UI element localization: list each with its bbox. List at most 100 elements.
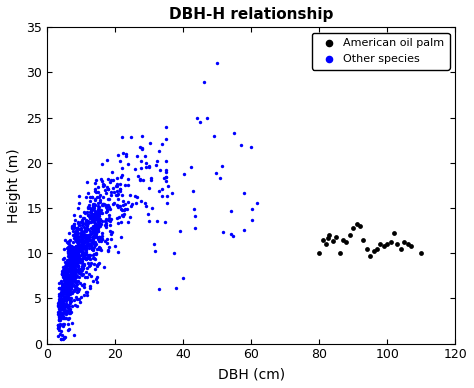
Point (70, 251, 77, 257)
Point (57, 328, 64, 334)
Point (110, 189, 118, 195)
Point (62, 281, 69, 287)
Point (66, 290, 74, 296)
Point (59, 300, 66, 307)
Point (66, 237, 74, 243)
Point (58, 296, 66, 302)
Point (94, 236, 102, 242)
Point (237, 142, 245, 148)
Point (104, 186, 111, 192)
Point (191, 213, 199, 219)
Point (102, 224, 110, 230)
Point (62, 262, 70, 268)
Point (89, 206, 97, 212)
Point (100, 182, 108, 189)
Point (62, 264, 70, 270)
Point (145, 218, 153, 224)
Point (69, 265, 76, 271)
Point (59, 336, 66, 342)
Point (116, 203, 124, 209)
Point (81, 239, 88, 245)
Point (73, 239, 81, 245)
Point (79, 215, 86, 221)
Point (79, 220, 86, 226)
Point (227, 208, 235, 214)
Point (88, 225, 95, 231)
Point (64, 239, 71, 245)
Point (107, 231, 115, 237)
Point (79, 234, 87, 240)
Point (61, 270, 68, 276)
Point (55, 291, 63, 297)
Point (57, 292, 65, 298)
Point (79, 243, 86, 249)
Point (62, 266, 70, 272)
Point (120, 207, 128, 213)
Point (59, 306, 67, 312)
Point (78, 271, 85, 277)
Point (78, 260, 85, 267)
Point (119, 150, 127, 156)
Point (58, 299, 66, 305)
Point (72, 278, 80, 284)
Point (137, 177, 144, 183)
Point (61, 282, 69, 288)
Point (74, 220, 82, 227)
Point (70, 275, 78, 282)
Point (59, 311, 66, 317)
Point (87, 225, 95, 231)
Point (66, 276, 74, 282)
Point (62, 291, 70, 298)
Point (73, 258, 81, 265)
Point (77, 230, 84, 236)
Point (147, 175, 155, 182)
Point (64, 267, 72, 274)
Point (74, 278, 82, 284)
Point (70, 296, 77, 303)
Point (86, 219, 94, 225)
Point (80, 241, 87, 248)
Point (82, 256, 90, 262)
Point (84, 204, 92, 210)
Point (76, 238, 83, 244)
Point (76, 280, 83, 286)
Point (91, 215, 98, 221)
Point (95, 234, 103, 240)
Point (151, 248, 159, 254)
Point (68, 272, 75, 278)
Point (64, 268, 72, 274)
Point (61, 282, 69, 288)
Point (61, 273, 68, 279)
Point (66, 278, 74, 284)
Point (62, 259, 69, 265)
Point (59, 296, 67, 303)
Point (64, 287, 72, 293)
Point (63, 268, 70, 275)
Point (60, 267, 67, 273)
Point (63, 257, 71, 263)
Point (56, 310, 64, 317)
Point (85, 254, 93, 260)
Point (78, 244, 85, 251)
Point (71, 251, 78, 257)
Point (76, 256, 83, 262)
Point (64, 273, 72, 279)
Point (57, 315, 65, 322)
Point (76, 259, 84, 265)
Point (79, 242, 86, 248)
Point (61, 274, 69, 280)
Point (86, 285, 93, 291)
Point (94, 228, 101, 234)
Point (97, 238, 104, 244)
Point (82, 237, 90, 243)
Point (65, 274, 73, 280)
Point (91, 227, 99, 234)
Point (70, 258, 77, 264)
Point (81, 252, 88, 258)
Point (99, 194, 107, 201)
Point (68, 270, 75, 276)
Point (60, 307, 67, 313)
Point (96, 209, 104, 215)
Point (57, 314, 64, 320)
Point (73, 227, 81, 234)
